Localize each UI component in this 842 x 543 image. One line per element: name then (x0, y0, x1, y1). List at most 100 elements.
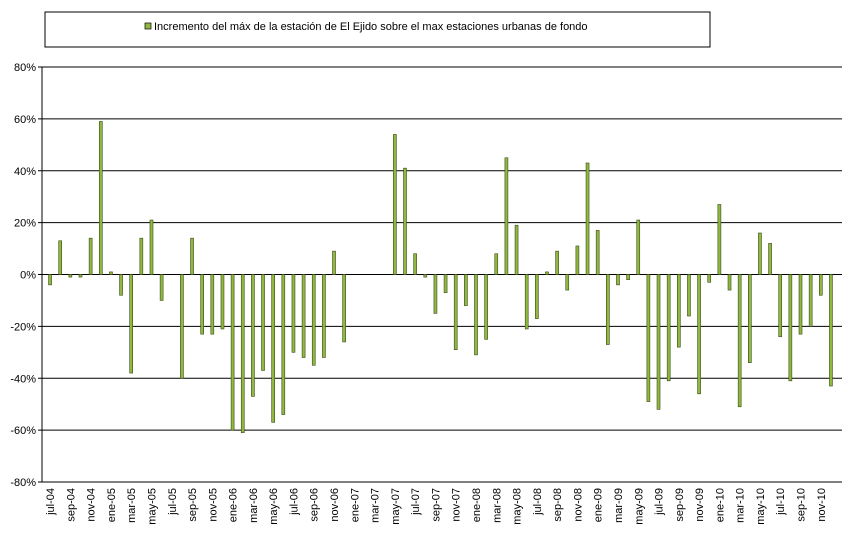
bar (291, 274, 296, 353)
bar (251, 274, 255, 397)
x-tick-label: sep-05 (187, 488, 199, 522)
bar (545, 271, 549, 275)
x-tick-label: may-06 (268, 488, 280, 525)
bar (829, 274, 833, 387)
x-tick-label: mar-08 (491, 488, 503, 523)
x-tick-label: may-05 (146, 488, 158, 525)
bar (514, 224, 519, 275)
bar (687, 274, 691, 317)
x-tick-label: sep-08 (552, 488, 564, 522)
bar (433, 274, 438, 314)
bar (666, 274, 671, 382)
bar (494, 253, 499, 275)
x-tick-label: sep-04 (65, 488, 77, 522)
bar (393, 134, 397, 275)
bar (180, 274, 184, 379)
x-tick-label: mar-07 (370, 488, 382, 523)
x-tick-label: sep-10 (796, 488, 808, 522)
bar (504, 157, 509, 275)
bar (524, 274, 529, 330)
bar (758, 232, 762, 275)
y-tick-label: 60% (14, 114, 36, 126)
bar (818, 274, 823, 296)
bar (474, 274, 478, 356)
bar (139, 237, 144, 275)
bar (271, 274, 275, 423)
bar (149, 219, 154, 275)
bar (778, 274, 783, 338)
bar (413, 253, 417, 275)
bar (78, 274, 83, 278)
bar (798, 274, 803, 335)
bar (119, 274, 123, 296)
bar (220, 274, 225, 330)
bar (737, 274, 742, 408)
x-tick-label: nov-04 (86, 488, 98, 522)
x-tick-label: mar-09 (613, 488, 625, 523)
x-tick-label: may-09 (633, 488, 645, 525)
x-tick-label: ene-09 (593, 488, 605, 522)
bar (697, 274, 701, 395)
bar (48, 274, 52, 286)
bar (109, 271, 113, 275)
x-tick-label: jul-05 (167, 488, 179, 516)
x-tick-label: sep-09 (674, 488, 686, 522)
bar (301, 274, 306, 358)
bar (808, 274, 813, 327)
x-tick-label: nov-08 (572, 488, 584, 522)
bar (200, 274, 204, 335)
bar (636, 219, 641, 275)
bar (443, 274, 448, 293)
bar (190, 237, 194, 275)
bar (464, 274, 468, 306)
bar (626, 274, 630, 280)
bar (677, 274, 681, 348)
x-tick-label: jul-04 (45, 488, 57, 516)
bar (616, 274, 620, 286)
bar (555, 250, 559, 275)
legend-label: Incremento del máx de la estación de El … (154, 21, 588, 33)
x-tick-label: mar-06 (248, 488, 260, 523)
y-tick-label: 40% (14, 166, 36, 178)
x-tick-label: ene-06 (228, 488, 240, 522)
x-tick-label: nov-07 (451, 488, 463, 522)
bar (768, 243, 772, 275)
bar (98, 121, 103, 275)
x-tick-label: ene-07 (349, 488, 361, 522)
bar (210, 274, 215, 335)
x-tick-label: nov-10 (816, 488, 828, 522)
bar (717, 204, 722, 275)
bar (656, 274, 661, 410)
bar (403, 167, 407, 275)
x-tick-label: mar-10 (735, 488, 747, 523)
x-tick-label: nov-05 (207, 488, 219, 522)
x-tick-label: jul-10 (775, 488, 787, 516)
bar (332, 250, 336, 275)
x-tick-label: may-10 (755, 488, 767, 525)
bar (281, 274, 286, 415)
bar (748, 274, 752, 363)
y-tick-label: 0% (20, 270, 36, 282)
x-tick-label: ene-08 (471, 488, 483, 522)
x-tick-label: jul-08 (532, 488, 544, 516)
bar (788, 274, 793, 382)
bar (230, 274, 235, 431)
x-tick-label: nov-09 (694, 488, 706, 522)
x-tick-label: jul-06 (288, 488, 300, 516)
bar (261, 274, 265, 371)
bar (535, 274, 539, 319)
bar (240, 274, 245, 434)
legend-box (44, 11, 711, 48)
bar (707, 274, 712, 283)
y-tick-label: -20% (10, 321, 36, 333)
x-tick-label: sep-06 (309, 488, 321, 522)
bar (311, 274, 316, 366)
y-tick-label: -80% (10, 477, 36, 489)
bar (58, 240, 63, 275)
y-tick-label: -60% (10, 425, 36, 437)
x-tick-label: ene-10 (714, 488, 726, 522)
bar (129, 274, 133, 374)
bar (342, 274, 346, 343)
bar (88, 237, 93, 275)
